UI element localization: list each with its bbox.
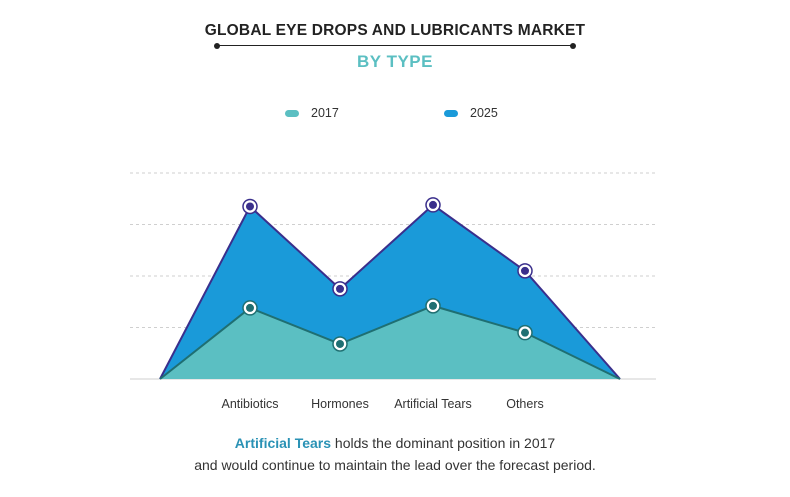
legend-label-2017: 2017	[311, 106, 339, 120]
title-underline-dot-left	[214, 42, 220, 49]
area-2017	[160, 305, 620, 379]
x-tick-label: Hormones	[311, 397, 369, 411]
caption-line2: and would continue to maintain the lead …	[194, 457, 596, 473]
point-2017	[429, 301, 437, 310]
title-underline-dot-right	[570, 42, 576, 49]
caption-line1: holds the dominant position in 2017	[331, 435, 556, 451]
line-2017	[159, 304, 621, 380]
chart-caption: Artificial Tears holds the dominant posi…	[0, 432, 790, 476]
chart-subtitle: BY TYPE	[357, 52, 433, 71]
legend-item-2017: 2017	[285, 106, 339, 120]
chart-title: GLOBAL EYE DROPS AND LUBRICANTS MARKET	[204, 22, 586, 39]
point-2025	[429, 200, 437, 209]
x-tick-label: Others	[506, 397, 544, 411]
legend-item-2025: 2025	[444, 106, 498, 120]
point-2017	[336, 339, 344, 348]
line-2025	[159, 203, 621, 380]
point-2025	[336, 284, 344, 293]
title-underline	[217, 45, 573, 46]
point-2017	[521, 328, 529, 337]
legend-swatch-2017	[285, 109, 299, 117]
legend-swatch-2025	[444, 109, 458, 117]
area-chart: Antibiotics Hormones Artificial Tears Other…	[130, 172, 656, 411]
x-tick-label: Antibiotics	[222, 397, 279, 411]
point-2025	[246, 202, 254, 211]
caption-highlight: Artificial Tears	[234, 435, 332, 451]
x-tick-label: Artificial Tears	[394, 397, 472, 411]
point-2025	[521, 266, 529, 275]
legend-label-2025: 2025	[470, 106, 498, 120]
point-2017	[246, 303, 254, 312]
